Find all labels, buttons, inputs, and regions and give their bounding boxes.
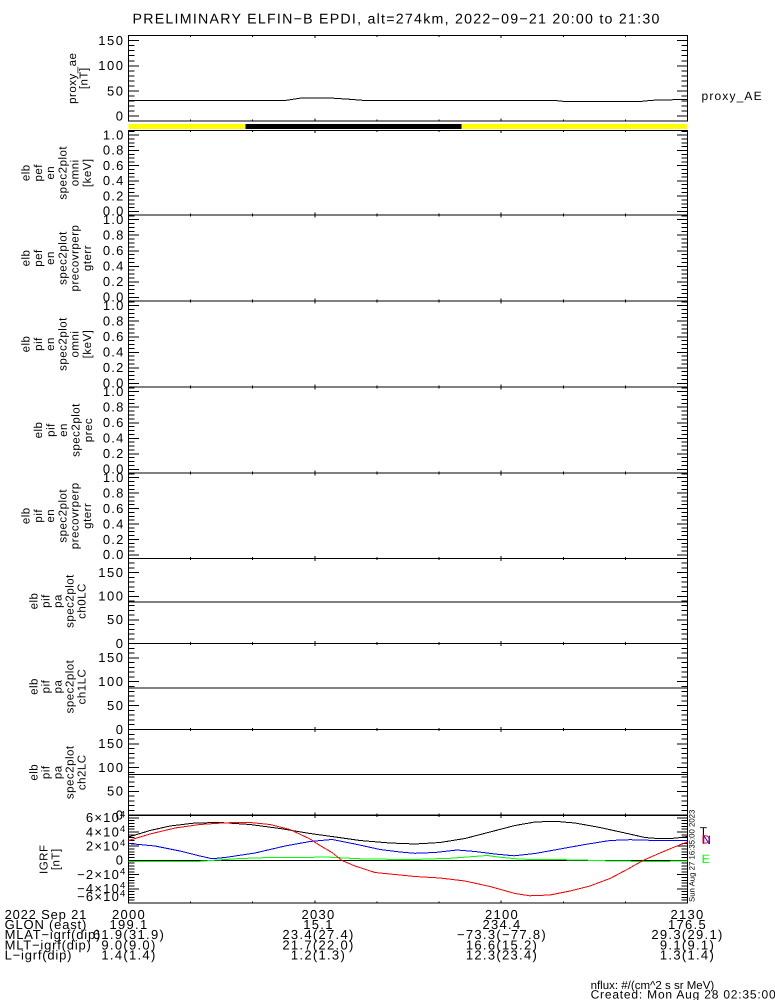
svg-text:0: 0	[116, 109, 125, 124]
svg-text:0.8: 0.8	[103, 400, 125, 415]
svg-text:0.6: 0.6	[103, 329, 125, 344]
svg-text:2030: 2030	[301, 907, 335, 922]
svg-text:1.0: 1.0	[103, 470, 125, 485]
svg-text:1.0: 1.0	[103, 128, 125, 143]
svg-text:0.2: 0.2	[103, 274, 125, 289]
svg-text:199.1: 199.1	[109, 917, 148, 932]
svg-text:234.4: 234.4	[482, 917, 521, 932]
svg-text:0.6: 0.6	[103, 243, 125, 258]
svg-text:50: 50	[107, 83, 124, 98]
svg-text:1.2(1.3): 1.2(1.3)	[291, 948, 346, 963]
svg-text:23.4(27.4): 23.4(27.4)	[282, 927, 354, 942]
svg-text:0.2: 0.2	[103, 532, 125, 547]
svg-text:0.0: 0.0	[103, 204, 125, 219]
svg-text:0.2: 0.2	[103, 188, 125, 203]
svg-text:2022 Sep 21: 2022 Sep 21	[5, 907, 88, 922]
svg-text:0.8: 0.8	[103, 143, 125, 158]
svg-text:0.4: 0.4	[103, 431, 125, 446]
svg-text:elbpifpaspec2plotch2LC: elbpifpaspec2plotch2LC	[29, 745, 89, 799]
svg-text:1.0: 1.0	[103, 298, 125, 313]
svg-text:elbpifenspec2plotomni[keV]: elbpifenspec2plotomni[keV]	[21, 317, 94, 371]
svg-text:150: 150	[98, 650, 124, 665]
svg-text:Sun Aug 27 16:35:00 2023: Sun Aug 27 16:35:00 2023	[688, 810, 697, 902]
svg-text:0.4: 0.4	[103, 259, 125, 274]
svg-text:−73.3(−77.8): −73.3(−77.8)	[457, 927, 547, 942]
svg-text:100: 100	[98, 58, 124, 73]
svg-text:nflux: #/(cm^2 s sr MeV): nflux: #/(cm^2 s sr MeV)	[591, 980, 715, 992]
svg-text:T: T	[700, 825, 708, 839]
svg-text:50: 50	[107, 784, 124, 799]
svg-text:elbpifenspec2plotprecovrperpgt: elbpifenspec2plotprecovrperpgterr	[21, 482, 94, 549]
svg-text:elbpifpaspec2plotch0LC: elbpifpaspec2plotch0LC	[29, 574, 89, 628]
svg-text:0: 0	[116, 853, 125, 868]
svg-text:N: N	[702, 833, 711, 847]
svg-text:MLT−igrf(dip): MLT−igrf(dip)	[5, 938, 92, 953]
svg-text:1.3(1.4): 1.3(1.4)	[660, 948, 715, 963]
svg-text:150: 150	[98, 565, 124, 580]
svg-text:0.0: 0.0	[103, 547, 125, 562]
svg-text:E: E	[702, 852, 710, 866]
svg-text:elbpefenspec2plotomni[keV]: elbpefenspec2plotomni[keV]	[21, 146, 94, 200]
svg-text:2130: 2130	[670, 907, 704, 922]
svg-text:100: 100	[98, 589, 124, 604]
svg-text:50: 50	[107, 698, 124, 713]
svg-text:0.4: 0.4	[103, 516, 125, 531]
svg-text:0.4: 0.4	[103, 173, 125, 188]
svg-text:100: 100	[98, 760, 124, 775]
svg-text:proxy_ae[nT]: proxy_ae[nT]	[67, 53, 90, 104]
svg-text:0.0: 0.0	[103, 290, 125, 305]
svg-text:2×104: 2×104	[86, 838, 127, 854]
svg-text:15.1: 15.1	[303, 917, 334, 932]
svg-text:1.0: 1.0	[103, 212, 125, 227]
svg-text:150: 150	[98, 736, 124, 751]
svg-text:9.1(9.1): 9.1(9.1)	[660, 938, 715, 953]
svg-text:0.0: 0.0	[103, 462, 125, 477]
svg-text:150: 150	[98, 33, 124, 48]
svg-text:D: D	[702, 833, 711, 847]
svg-text:GLON (east): GLON (east)	[5, 917, 87, 932]
svg-text:2000: 2000	[112, 907, 146, 922]
svg-text:0.6: 0.6	[103, 501, 125, 516]
svg-text:0: 0	[116, 636, 125, 651]
svg-text:−4×104: −4×104	[77, 881, 126, 897]
svg-text:−2×104: −2×104	[77, 866, 126, 882]
svg-text:100: 100	[98, 674, 124, 689]
svg-text:0.4: 0.4	[103, 345, 125, 360]
svg-text:proxy_AE: proxy_AE	[702, 89, 763, 103]
svg-text:elbpefenspec2plotprecovrperpgt: elbpefenspec2plotprecovrperpgterr	[21, 225, 94, 292]
svg-text:0.6: 0.6	[103, 158, 125, 173]
svg-text:0.8: 0.8	[103, 314, 125, 329]
svg-text:50: 50	[107, 612, 124, 627]
svg-text:elbpifpaspec2plotch1LC: elbpifpaspec2plotch1LC	[29, 659, 89, 713]
svg-text:0.8: 0.8	[103, 485, 125, 500]
svg-text:1.0: 1.0	[103, 384, 125, 399]
svg-text:21.7(22.0): 21.7(22.0)	[282, 938, 354, 953]
svg-text:1.4(1.4): 1.4(1.4)	[101, 948, 156, 963]
svg-text:MLAT−igrf(dip): MLAT−igrf(dip)	[5, 927, 102, 942]
svg-text:elbpifenspec2plotprec: elbpifenspec2plotprec	[33, 403, 95, 457]
svg-text:0.8: 0.8	[103, 228, 125, 243]
svg-text:IGRF[nT]: IGRF[nT]	[39, 845, 63, 874]
svg-text:−6×104: −6×104	[77, 888, 126, 904]
svg-text:61.9(31.9): 61.9(31.9)	[93, 927, 165, 942]
svg-text:L−igrf(dip): L−igrf(dip)	[5, 948, 73, 963]
svg-text:0.6: 0.6	[103, 415, 125, 430]
svg-text:0.2: 0.2	[103, 446, 125, 461]
svg-text:9.0(9.0): 9.0(9.0)	[101, 938, 156, 953]
svg-text:0: 0	[116, 722, 125, 737]
svg-text:Created: Mon Aug 28 02:35:00 2: Created: Mon Aug 28 02:35:00 2023	[591, 988, 775, 1000]
svg-text:16.6(15.2): 16.6(15.2)	[466, 938, 538, 953]
svg-text:176.5: 176.5	[668, 917, 707, 932]
svg-text:0.2: 0.2	[103, 360, 125, 375]
svg-text:29.3(29.1): 29.3(29.1)	[651, 927, 723, 942]
svg-text:6×104: 6×104	[86, 810, 127, 826]
svg-text:4×104: 4×104	[86, 824, 127, 840]
svg-text:0.0: 0.0	[103, 376, 125, 391]
svg-text:0: 0	[116, 807, 125, 822]
svg-text:PRELIMINARY ELFIN−B EPDI, alt=: PRELIMINARY ELFIN−B EPDI, alt=274km, 202…	[133, 12, 661, 28]
svg-text:12.3(23.4): 12.3(23.4)	[466, 948, 538, 963]
svg-text:2100: 2100	[485, 907, 519, 922]
